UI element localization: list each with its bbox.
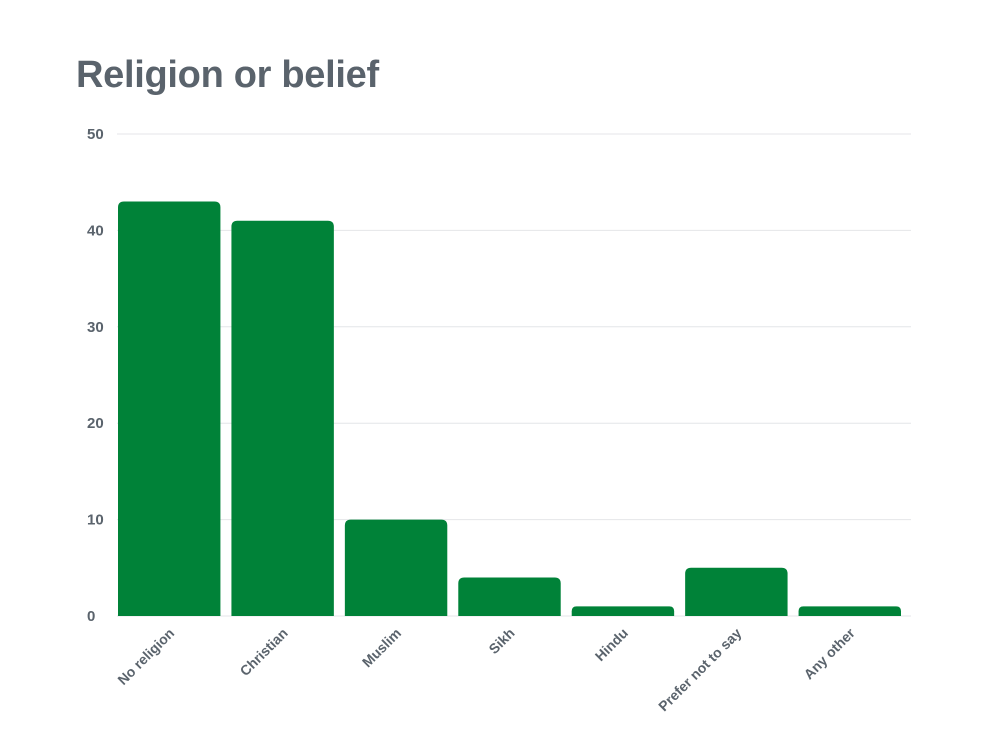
y-axis-tick-labels: 0 10 20 30 40 50 xyxy=(87,126,104,625)
x-category-label: Muslim xyxy=(359,625,404,670)
x-axis-category-labels: No religion Christian Muslim Sikh Hindu Prefe… xyxy=(114,624,858,714)
bar-sikh xyxy=(458,577,561,616)
bar-prefer-not-to-say xyxy=(685,567,788,616)
y-tick-label: 30 xyxy=(87,319,104,336)
bar-muslim xyxy=(344,519,448,616)
x-category-label: Any other xyxy=(800,624,858,682)
x-category-label: Christian xyxy=(237,625,291,679)
y-tick-label: 0 xyxy=(87,608,95,625)
y-tick-label: 10 xyxy=(87,512,104,529)
bar-any-other xyxy=(798,606,901,616)
y-tick-label: 20 xyxy=(87,415,104,432)
bar-christian xyxy=(231,220,334,616)
x-category-label: Hindu xyxy=(592,625,631,664)
bars xyxy=(118,201,901,617)
y-tick-label: 40 xyxy=(87,222,104,239)
chart-title: Religion or belief xyxy=(76,54,379,96)
bar-hindu xyxy=(571,606,675,616)
bar-no-religion xyxy=(118,201,221,617)
x-category-label: Prefer not to say xyxy=(655,625,745,715)
x-category-label: No religion xyxy=(114,625,177,688)
x-category-label: Sikh xyxy=(485,625,517,657)
y-tick-label: 50 xyxy=(87,126,104,143)
